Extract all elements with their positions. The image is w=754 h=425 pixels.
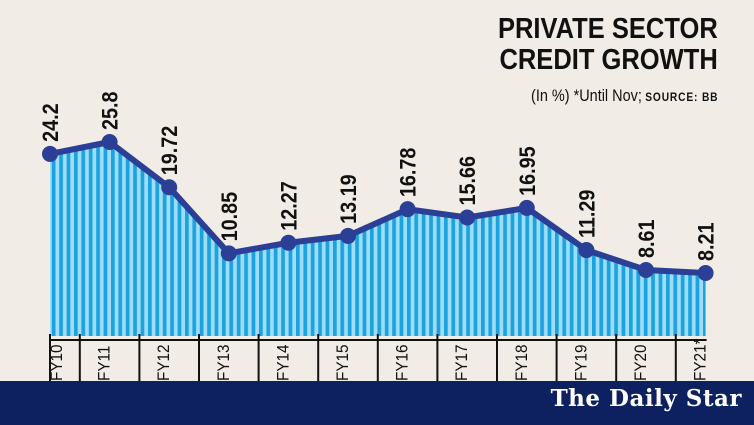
value-label: 8.21 xyxy=(695,222,719,261)
data-line xyxy=(47,139,709,276)
category-label: FY16 xyxy=(393,344,412,381)
category-label: FY19 xyxy=(572,344,591,381)
chart-title: PRIVATE SECTOR CREDIT GROWTH xyxy=(498,14,718,76)
footer-band: The Daily Star xyxy=(0,381,754,425)
source-note: SOURCE: BB xyxy=(644,90,718,104)
unit-note: (In %) *Until Nov; xyxy=(530,86,642,105)
chart-subtitle: (In %) *Until Nov; SOURCE: BB xyxy=(531,86,718,106)
data-points xyxy=(42,134,714,281)
category-label: FY21* xyxy=(691,338,710,381)
value-label: 12.27 xyxy=(277,181,301,231)
category-labels: FY10 FY11 FY12 FY13 FY14 FY15 FY16 FY17 FY18 FY19… xyxy=(47,338,710,381)
category-label: FY13 xyxy=(214,344,233,381)
value-label: 13.19 xyxy=(337,174,361,224)
data-point xyxy=(459,209,476,226)
value-label: 8.61 xyxy=(635,219,659,258)
value-label: 10.85 xyxy=(218,191,242,241)
category-label: FY14 xyxy=(274,344,293,381)
category-label: FY15 xyxy=(333,344,352,381)
x-axis xyxy=(49,334,707,381)
value-label: 11.29 xyxy=(575,190,599,238)
data-point xyxy=(42,145,58,162)
brand-logo: The Daily Star xyxy=(550,385,742,412)
data-point xyxy=(280,234,297,251)
category-label: FY12 xyxy=(154,344,173,381)
data-point xyxy=(697,265,714,281)
category-label: FY20 xyxy=(631,344,650,381)
data-point xyxy=(518,199,535,216)
data-point xyxy=(220,245,237,262)
title-line-1: PRIVATE SECTOR xyxy=(498,13,718,45)
value-label: 15.66 xyxy=(456,156,480,206)
value-label: 16.95 xyxy=(516,146,540,196)
area-chart: 24.2 25.8 19.72 10.85 12.27 13.19 16.78 15.66 16… xyxy=(39,91,719,381)
data-point xyxy=(340,227,356,244)
data-point xyxy=(161,179,178,196)
category-label: FY10 xyxy=(47,344,66,381)
value-label: 16.78 xyxy=(397,148,421,198)
data-point xyxy=(578,242,595,259)
value-labels: 24.2 25.8 19.72 10.85 12.27 13.19 16.78 15.66 16… xyxy=(39,91,719,261)
value-label: 19.72 xyxy=(158,126,182,176)
category-label: FY11 xyxy=(95,346,114,381)
category-label: FY18 xyxy=(512,344,531,381)
data-point xyxy=(399,201,416,218)
value-label: 25.8 xyxy=(99,91,123,130)
title-line-2: CREDIT GROWTH xyxy=(499,44,718,76)
category-label: FY17 xyxy=(452,344,471,381)
area-fill xyxy=(50,142,706,336)
data-point xyxy=(638,262,654,279)
data-point xyxy=(101,134,118,150)
value-label: 24.2 xyxy=(39,103,63,142)
